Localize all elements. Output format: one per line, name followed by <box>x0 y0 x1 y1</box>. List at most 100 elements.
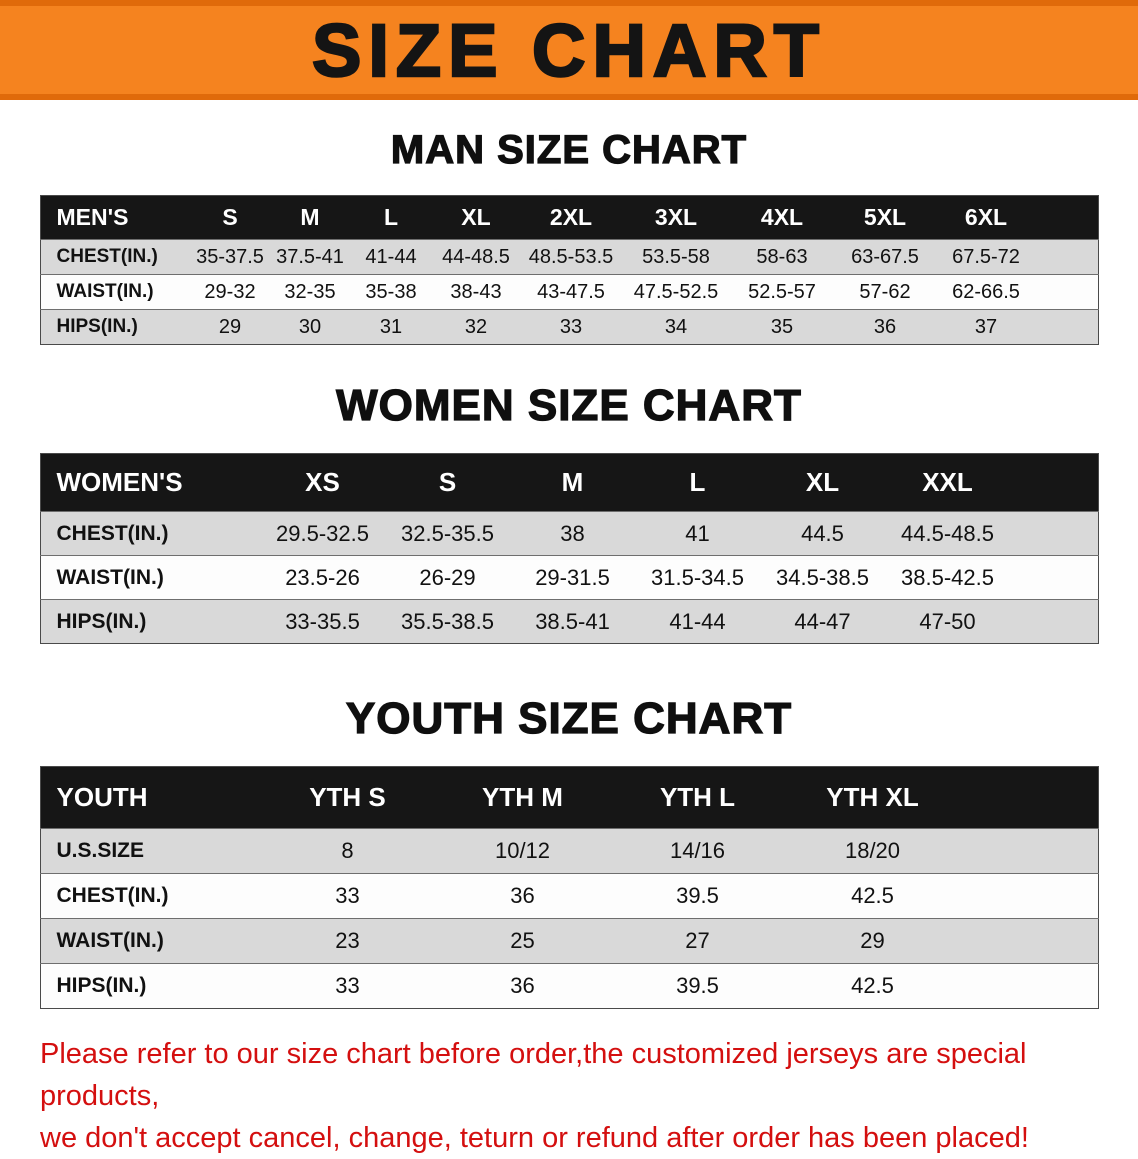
table-row: CHEST(IN.) 35-37.5 37.5-41 41-44 44-48.5… <box>40 239 1098 275</box>
size-value-cell: 23 <box>260 918 435 964</box>
size-header-cell: XL <box>760 453 885 512</box>
table-row: CHEST(IN.) 33 36 39.5 42.5 <box>40 873 1098 919</box>
banner: SIZE CHART <box>0 0 1138 100</box>
size-value-cell: 38.5-41 <box>510 599 635 644</box>
men-size-table: MEN'S S M L XL 2XL 3XL 4XL 5XL 6XL CHEST… <box>39 195 1099 345</box>
size-header-cell: XL <box>432 195 520 240</box>
youth-size-table: YOUTH YTH S YTH M YTH L YTH XL U.S.SIZE … <box>39 766 1099 1009</box>
size-header-cell: S <box>190 195 270 240</box>
size-value-cell: 31.5-34.5 <box>635 555 760 600</box>
size-value-cell: 29 <box>785 918 960 964</box>
header-filler <box>960 766 1098 829</box>
size-value-cell: 57-62 <box>834 274 936 310</box>
size-value-cell: 38 <box>510 511 635 556</box>
size-value-cell: 63-67.5 <box>834 239 936 275</box>
men-chart-title: MAN SIZE CHART <box>390 127 748 172</box>
row-filler <box>960 873 1098 919</box>
row-filler <box>1036 309 1098 345</box>
size-value-cell: 35-37.5 <box>190 239 270 275</box>
table-row: CHEST(IN.) 29.5-32.5 32.5-35.5 38 41 44.… <box>40 511 1098 556</box>
size-value-cell: 33 <box>520 309 622 345</box>
row-filler <box>1036 239 1098 275</box>
size-value-cell: 37 <box>936 309 1036 345</box>
footer-note-line2: we don't accept cancel, change, teturn o… <box>40 1122 1029 1155</box>
row-label: CHEST(IN.) <box>40 511 260 556</box>
size-value-cell: 32 <box>432 309 520 345</box>
table-row: HIPS(IN.) 29 30 31 32 33 34 35 36 37 <box>40 309 1098 345</box>
row-filler <box>960 918 1098 964</box>
row-filler <box>1036 274 1098 310</box>
size-header-cell: 6XL <box>936 195 1036 240</box>
size-value-cell: 37.5-41 <box>270 239 350 275</box>
table-row: U.S.SIZE 8 10/12 14/16 18/20 <box>40 828 1098 874</box>
table-row: HIPS(IN.) 33 36 39.5 42.5 <box>40 963 1098 1009</box>
size-value-cell: 25 <box>435 918 610 964</box>
banner-title: SIZE CHART <box>311 7 826 93</box>
size-value-cell: 39.5 <box>610 963 785 1009</box>
size-value-cell: 29-32 <box>190 274 270 310</box>
size-header-cell: L <box>635 453 760 512</box>
size-value-cell: 34 <box>622 309 730 345</box>
table-row: WAIST(IN.) 23 25 27 29 <box>40 918 1098 964</box>
size-value-cell: 29 <box>190 309 270 345</box>
size-value-cell: 44.5-48.5 <box>885 511 1010 556</box>
table-row: WAIST(IN.) 29-32 32-35 35-38 38-43 43-47… <box>40 274 1098 310</box>
women-chart-title: WOMEN SIZE CHART <box>335 380 802 430</box>
table-row: HIPS(IN.) 33-35.5 35.5-38.5 38.5-41 41-4… <box>40 599 1098 644</box>
youth-header-label: YOUTH <box>40 766 260 829</box>
footer-note-line1: Please refer to our size chart before or… <box>40 1038 1027 1113</box>
size-header-cell: M <box>510 453 635 512</box>
size-value-cell: 8 <box>260 828 435 874</box>
size-value-cell: 44-47 <box>760 599 885 644</box>
men-header-label: MEN'S <box>40 195 190 240</box>
size-header-cell: M <box>270 195 350 240</box>
size-value-cell: 47.5-52.5 <box>622 274 730 310</box>
size-header-cell: 5XL <box>834 195 936 240</box>
size-value-cell: 33 <box>260 963 435 1009</box>
size-header-cell: XS <box>260 453 385 512</box>
size-value-cell: 38-43 <box>432 274 520 310</box>
size-value-cell: 53.5-58 <box>622 239 730 275</box>
men-header-row: MEN'S S M L XL 2XL 3XL 4XL 5XL 6XL <box>40 195 1098 240</box>
size-value-cell: 27 <box>610 918 785 964</box>
header-filler <box>1036 195 1098 240</box>
size-value-cell: 10/12 <box>435 828 610 874</box>
size-header-cell: S <box>385 453 510 512</box>
size-header-cell: YTH S <box>260 766 435 829</box>
size-header-cell: L <box>350 195 432 240</box>
row-label: CHEST(IN.) <box>40 873 260 919</box>
size-value-cell: 33 <box>260 873 435 919</box>
row-label: U.S.SIZE <box>40 828 260 874</box>
size-value-cell: 34.5-38.5 <box>760 555 885 600</box>
table-row: WAIST(IN.) 23.5-26 26-29 29-31.5 31.5-34… <box>40 555 1098 600</box>
size-value-cell: 33-35.5 <box>260 599 385 644</box>
size-value-cell: 48.5-53.5 <box>520 239 622 275</box>
row-label: WAIST(IN.) <box>40 555 260 600</box>
size-header-cell: YTH L <box>610 766 785 829</box>
size-header-cell: 4XL <box>730 195 834 240</box>
row-label: WAIST(IN.) <box>40 918 260 964</box>
size-value-cell: 62-66.5 <box>936 274 1036 310</box>
size-value-cell: 42.5 <box>785 963 960 1009</box>
women-size-table: WOMEN'S XS S M L XL XXL CHEST(IN.) 29.5-… <box>39 453 1099 644</box>
size-value-cell: 44.5 <box>760 511 885 556</box>
women-header-label: WOMEN'S <box>40 453 260 512</box>
footer-note: Please refer to our size chart before or… <box>40 1033 1100 1159</box>
row-filler <box>960 828 1098 874</box>
women-header-row: WOMEN'S XS S M L XL XXL <box>40 453 1098 512</box>
size-header-cell: 3XL <box>622 195 730 240</box>
size-value-cell: 36 <box>435 963 610 1009</box>
size-header-cell: 2XL <box>520 195 622 240</box>
size-value-cell: 39.5 <box>610 873 785 919</box>
size-value-cell: 31 <box>350 309 432 345</box>
size-value-cell: 14/16 <box>610 828 785 874</box>
size-value-cell: 67.5-72 <box>936 239 1036 275</box>
size-value-cell: 30 <box>270 309 350 345</box>
size-value-cell: 32-35 <box>270 274 350 310</box>
size-value-cell: 58-63 <box>730 239 834 275</box>
size-value-cell: 35 <box>730 309 834 345</box>
size-value-cell: 35.5-38.5 <box>385 599 510 644</box>
size-header-cell: YTH XL <box>785 766 960 829</box>
size-value-cell: 41-44 <box>350 239 432 275</box>
